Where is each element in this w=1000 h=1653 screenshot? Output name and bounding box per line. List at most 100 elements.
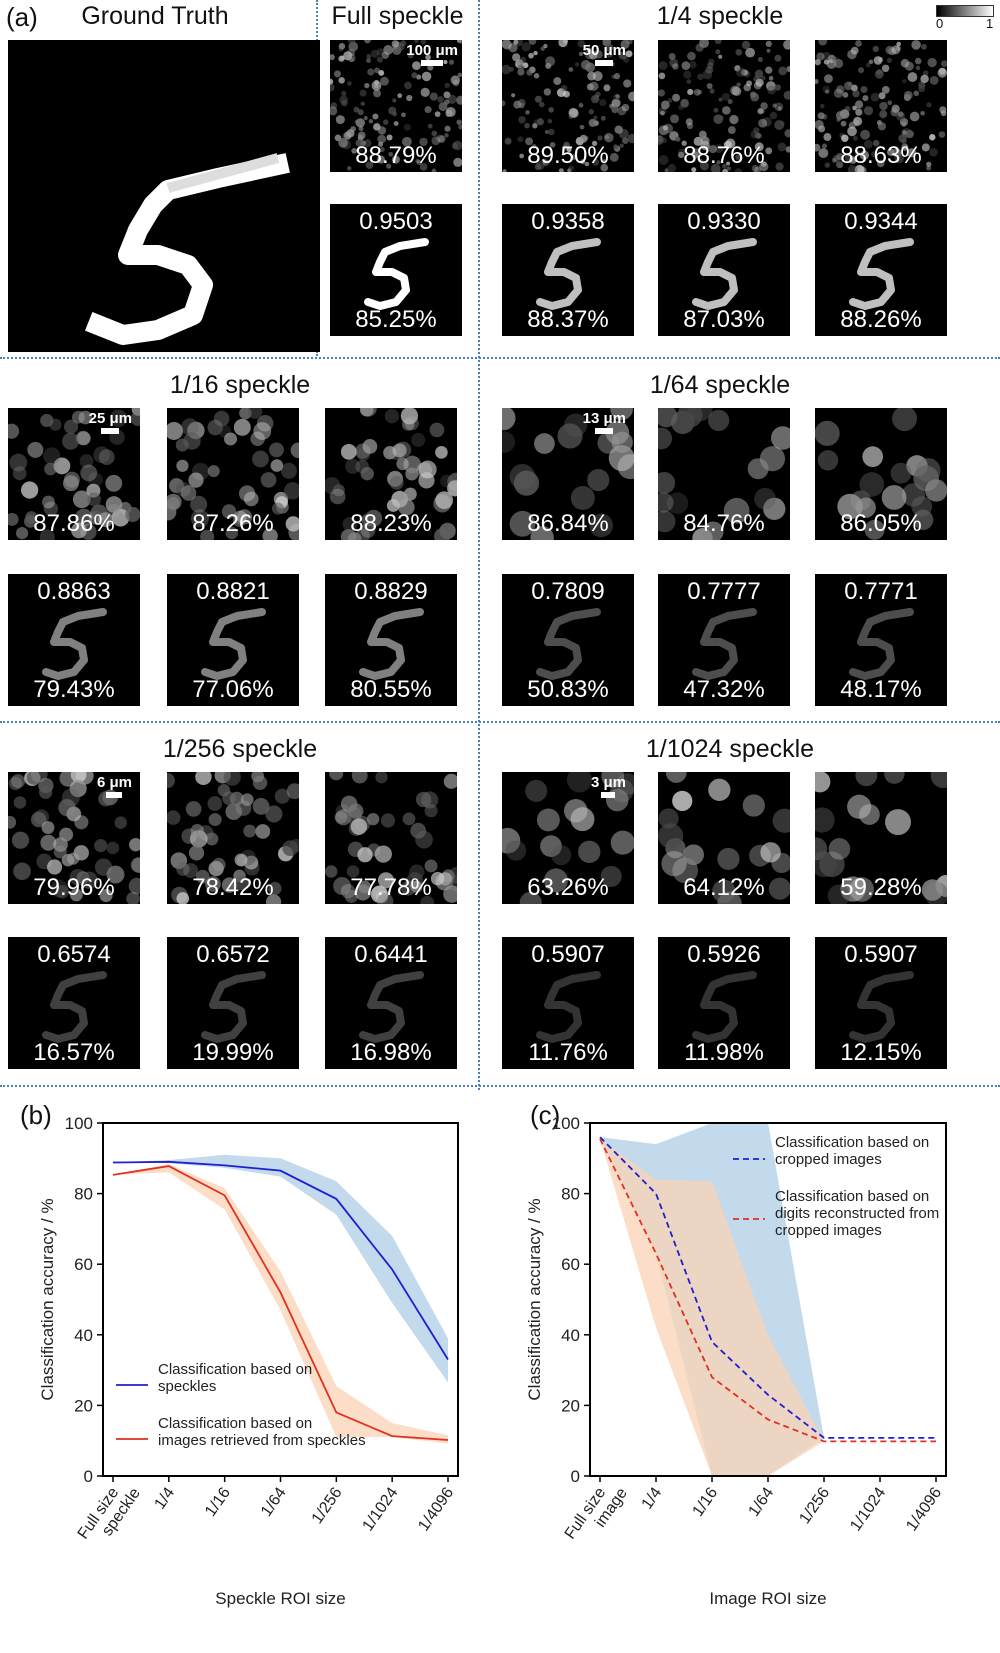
q4-speckle-tile-2: 88.76% (658, 40, 790, 172)
q64-speckle-tile-2-graphic (658, 408, 790, 540)
full-recon-tile-corr-label: 0.9503 (359, 208, 433, 235)
scale-bar: 25 μm (89, 410, 132, 434)
q4-speckle-tile-1-graphic (502, 40, 634, 172)
q4-recon-tile-2: 0.9330 87.03% (658, 204, 790, 336)
line-series-1 (112, 1160, 449, 1360)
scale-bar-label: 3 μm (590, 774, 626, 791)
title-ground-truth: Ground Truth (81, 2, 229, 30)
x-tick-label: 1/1024 (847, 1484, 889, 1534)
line-series-1 (599, 1136, 936, 1439)
x-tick-label: Full sizespeckle (75, 1475, 144, 1553)
q16-recon-tile-1: 0.8863 79.43% (8, 574, 140, 706)
scale-bar: 3 μm (591, 774, 626, 798)
band-series-2 (600, 1138, 936, 1476)
q256-recon-tile-2: 0.6572 19.99% (167, 937, 299, 1069)
q4-recon-tile-1-acc-label: 88.37% (527, 306, 609, 333)
scale-bar-label: 25 μm (88, 410, 132, 427)
q4-speckle-tile-3-acc-label: 88.63% (840, 142, 922, 169)
q1024-speckle-tile-3: 59.28% (815, 772, 947, 904)
q256-speckle-tile-2: 78.42% (167, 772, 299, 904)
q64-recon-tile-3-corr-label: 0.7771 (844, 578, 918, 605)
q1024-recon-tile-2-graphic (692, 971, 757, 1043)
q16-speckle-tile-2: 87.26% (167, 408, 299, 540)
q16-recon-tile-1-acc-label: 79.43% (33, 676, 115, 703)
line-series-2 (599, 1138, 936, 1443)
q1024-speckle-tile-1: 63.26% 3 μm (502, 772, 634, 904)
full-speckle-tile-graphic (330, 40, 462, 172)
line-series-2 (112, 1165, 449, 1441)
y-tick-label: 40 (561, 1326, 580, 1345)
q64-recon-tile-1-graphic (536, 608, 601, 680)
y-tick-label: 80 (74, 1185, 93, 1204)
x-tick-label: 1/1024 (359, 1484, 401, 1534)
legend-label-line: digits reconstructed from (775, 1205, 939, 1222)
q64-speckle-tile-3-graphic (815, 408, 947, 540)
q16-speckle-tile-1-acc-label: 87.86% (33, 510, 115, 537)
legend-label-line: Classification based on (775, 1134, 929, 1151)
q64-recon-tile-3-graphic (849, 608, 914, 680)
q1024-speckle-tile-2-acc-label: 64.12% (683, 874, 765, 901)
divider-h2 (0, 721, 1000, 723)
scale-bar: 100 μm (406, 42, 458, 66)
q1024-speckle-tile-2: 64.12% (658, 772, 790, 904)
q256-recon-tile-2-graphic (201, 971, 266, 1043)
q1024-speckle-tile-2-graphic (658, 772, 790, 904)
legend-label-line: Classification based on (158, 1361, 312, 1378)
divider-h1 (0, 357, 1000, 359)
scale-bar-line (601, 792, 616, 798)
q4-speckle-tile-1: 89.50% 50 μm (502, 40, 634, 172)
q256-recon-tile-1-graphic (42, 971, 107, 1043)
q64-speckle-tile-3-acc-label: 86.05% (840, 510, 922, 537)
full-speckle-tile-acc-label: 88.79% (355, 142, 437, 169)
q16-recon-tile-2-graphic (201, 608, 266, 680)
q64-recon-tile-2: 0.7777 47.32% (658, 574, 790, 706)
q256-speckle-tile-1: 79.96% 6 μm (8, 772, 140, 904)
q1024-speckle-tile-3-acc-label: 59.28% (840, 874, 922, 901)
legend-label-line: images retrieved from speckles (158, 1432, 366, 1449)
y-tick-label: 60 (74, 1255, 93, 1274)
y-tick-label: 100 (552, 1114, 580, 1133)
q1024-recon-tile-3-acc-label: 12.15% (840, 1039, 922, 1066)
x-tick-label: 1/64 (745, 1484, 777, 1519)
band-series-1 (113, 1154, 448, 1383)
title-quarter-speckle: 1/4 speckle (656, 2, 784, 30)
q4-speckle-tile-2-graphic (658, 40, 790, 172)
q1024-recon-tile-1-acc-label: 11.76% (528, 1039, 608, 1066)
x-tick-label: 1/4 (639, 1484, 666, 1512)
panel-label-c: (c) (530, 1100, 561, 1130)
legend-label-2: Classification based on digits reconstruc… (775, 1188, 939, 1239)
legend-label-line: Classification based on (158, 1415, 312, 1432)
q64-recon-tile-1-corr-label: 0.7809 (531, 578, 605, 605)
full-recon-tile-graphic (364, 238, 429, 310)
q256-recon-tile-3: 0.6441 16.98% (325, 937, 457, 1069)
q16-speckle-tile-1-graphic (8, 408, 140, 540)
q1024-recon-tile-1: 0.5907 11.76% (502, 937, 634, 1069)
scale-bar-line (106, 792, 123, 798)
q64-recon-tile-2-corr-label: 0.7777 (687, 578, 761, 605)
q16-recon-tile-3: 0.8829 80.55% (325, 574, 457, 706)
scale-bar-line (595, 428, 614, 434)
q4-recon-tile-1: 0.9358 88.37% (502, 204, 634, 336)
q64-speckle-tile-2: 84.76% (658, 408, 790, 540)
q1024-recon-tile-1-corr-label: 0.5907 (531, 941, 605, 968)
divider-h3 (0, 1085, 1000, 1087)
q1024-speckle-tile-3-graphic (815, 772, 947, 904)
legend-label-2: Classification based on images retrieved … (158, 1415, 366, 1449)
chart-c: 0 20 40 60 80 100 Full sizeimage 1/4 1/16 1/64 1/2… (525, 1114, 947, 1608)
legend-label-line: cropped images (775, 1151, 882, 1168)
q1024-recon-tile-2-acc-label: 11.98% (684, 1039, 764, 1066)
q4-recon-tile-2-graphic (692, 238, 757, 310)
legend-label-line: Classification based on (775, 1188, 929, 1205)
q1024-speckle-tile-1-acc-label: 63.26% (527, 874, 609, 901)
legend-label-1: Classification based on cropped images (775, 1134, 929, 1168)
panel-label-a: (a) (6, 2, 38, 32)
colorbar-gradient (936, 5, 994, 17)
q256-recon-tile-1: 0.6574 16.57% (8, 937, 140, 1069)
q64-recon-tile-1: 0.7809 50.83% (502, 574, 634, 706)
q16-speckle-tile-3-acc-label: 88.23% (350, 510, 432, 537)
scale-bar-label: 100 μm (406, 42, 458, 59)
y-axis-label: Classification accuracy / % (525, 1198, 544, 1400)
colorbar: 0 1 (936, 5, 998, 35)
digit-5-drawing (85, 153, 290, 345)
q64-speckle-tile-1: 86.84% 13 μm (502, 408, 634, 540)
